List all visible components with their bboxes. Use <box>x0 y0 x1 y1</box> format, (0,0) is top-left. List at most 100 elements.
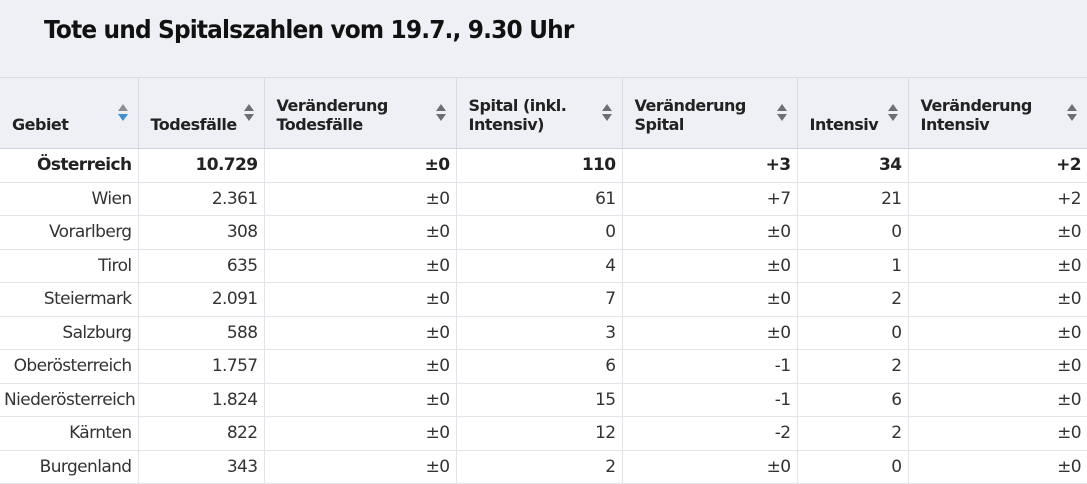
sort-icon[interactable] <box>243 104 254 122</box>
value-cell: ±0 <box>263 215 456 250</box>
value-cell: ±0 <box>907 416 1087 451</box>
value-cell: ±0 <box>907 215 1087 250</box>
region-cell: Steiermark <box>0 282 138 317</box>
value-cell: 2.091 <box>137 282 264 317</box>
value-cell: -2 <box>621 416 797 451</box>
table-row: Steiermark 2.091 ±0 7 ±0 2 ±0 <box>0 282 1087 317</box>
column-header-label: Todesfälle <box>150 115 238 134</box>
value-cell: 0 <box>455 215 622 250</box>
value-cell: -1 <box>621 349 797 384</box>
value-cell: ±0 <box>263 450 456 484</box>
column-header-label: Veränderung Todesfälle <box>276 96 389 134</box>
page-title: Tote und Spitalszahlen vom 19.7., 9.30 U… <box>44 15 574 44</box>
data-table: Gebiet Todesfälle Veränderung Todesfälle Sp… <box>0 77 1087 484</box>
title-bar: Tote und Spitalszahlen vom 19.7., 9.30 U… <box>0 0 1087 77</box>
value-cell: ±0 <box>907 450 1087 484</box>
sort-icon[interactable] <box>776 104 787 122</box>
column-header-label: Veränderung Intensiv <box>920 96 1033 134</box>
column-header-3[interactable]: Spital (inkl. Intensiv) <box>455 77 622 149</box>
region-cell: Salzburg <box>0 316 138 350</box>
column-header-label: Intensiv <box>809 115 879 134</box>
value-cell: +2 <box>907 182 1087 216</box>
region-cell: Niederösterreich <box>0 383 138 417</box>
region-cell: Wien <box>0 182 138 216</box>
value-cell: 2 <box>796 416 908 451</box>
value-cell: ±0 <box>621 215 797 250</box>
value-cell: 0 <box>796 316 908 350</box>
sort-icon[interactable] <box>117 104 128 122</box>
sort-icon[interactable] <box>887 104 898 122</box>
region-cell: Burgenland <box>0 450 138 484</box>
sort-icon[interactable] <box>1067 104 1077 122</box>
value-cell: 7 <box>455 282 622 317</box>
table-header: Gebiet Todesfälle Veränderung Todesfälle Sp… <box>0 77 1087 149</box>
value-cell: 588 <box>137 316 264 350</box>
value-cell: 12 <box>455 416 622 451</box>
sort-icon[interactable] <box>435 104 446 122</box>
column-header-0[interactable]: Gebiet <box>0 77 138 149</box>
column-header-5[interactable]: Intensiv <box>796 77 908 149</box>
value-cell: ±0 <box>263 182 456 216</box>
value-cell: 2 <box>455 450 622 484</box>
value-cell: 3 <box>455 316 622 350</box>
value-cell: 21 <box>796 182 908 216</box>
value-cell: 308 <box>137 215 264 250</box>
value-cell: 1 <box>796 249 908 283</box>
value-cell: 2.361 <box>137 182 264 216</box>
value-cell: 110 <box>455 148 622 183</box>
table-row: Niederösterreich 1.824 ±0 15 -1 6 ±0 <box>0 383 1087 417</box>
value-cell: 2 <box>796 349 908 384</box>
value-cell: ±0 <box>621 282 797 317</box>
value-cell: 1.757 <box>137 349 264 384</box>
value-cell: ±0 <box>621 316 797 350</box>
value-cell: 6 <box>796 383 908 417</box>
table-row: Wien 2.361 ±0 61 +7 21 +2 <box>0 182 1087 216</box>
value-cell: -1 <box>621 383 797 417</box>
value-cell: +7 <box>621 182 797 216</box>
value-cell: ±0 <box>263 282 456 317</box>
region-cell: Vorarlberg <box>0 215 138 250</box>
table-row: Kärnten 822 ±0 12 -2 2 ±0 <box>0 416 1087 451</box>
value-cell: 0 <box>796 215 908 250</box>
header-row: Gebiet Todesfälle Veränderung Todesfälle Sp… <box>0 77 1087 149</box>
value-cell: ±0 <box>907 249 1087 283</box>
region-cell: Kärnten <box>0 416 138 451</box>
value-cell: ±0 <box>907 383 1087 417</box>
value-cell: 10.729 <box>137 148 264 183</box>
value-cell: ±0 <box>907 349 1087 384</box>
value-cell: ±0 <box>263 416 456 451</box>
column-header-1[interactable]: Todesfälle <box>137 77 264 149</box>
value-cell: 2 <box>796 282 908 317</box>
value-cell: ±0 <box>263 383 456 417</box>
column-header-6[interactable]: Veränderung Intensiv <box>907 77 1087 149</box>
table-row: Burgenland 343 ±0 2 ±0 0 ±0 <box>0 450 1087 484</box>
table-row: Tirol 635 ±0 4 ±0 1 ±0 <box>0 249 1087 283</box>
value-cell: 343 <box>137 450 264 484</box>
table-row: Österreich 10.729 ±0 110 +3 34 +2 <box>0 148 1087 183</box>
value-cell: ±0 <box>263 249 456 283</box>
sort-icon[interactable] <box>601 104 612 122</box>
region-cell: Oberösterreich <box>0 349 138 384</box>
value-cell: 61 <box>455 182 622 216</box>
column-header-label: Gebiet <box>12 115 69 134</box>
table-row: Vorarlberg 308 ±0 0 ±0 0 ±0 <box>0 215 1087 250</box>
value-cell: +2 <box>907 148 1087 183</box>
value-cell: 15 <box>455 383 622 417</box>
value-cell: ±0 <box>263 316 456 350</box>
table-row: Oberösterreich 1.757 ±0 6 -1 2 ±0 <box>0 349 1087 384</box>
value-cell: 0 <box>796 450 908 484</box>
value-cell: ±0 <box>621 249 797 283</box>
value-cell: 822 <box>137 416 264 451</box>
value-cell: ±0 <box>621 450 797 484</box>
column-header-4[interactable]: Veränderung Spital <box>621 77 797 149</box>
column-header-2[interactable]: Veränderung Todesfälle <box>263 77 456 149</box>
column-header-label: Veränderung Spital <box>634 96 747 134</box>
value-cell: 1.824 <box>137 383 264 417</box>
value-cell: 6 <box>455 349 622 384</box>
region-cell: Tirol <box>0 249 138 283</box>
value-cell: ±0 <box>907 282 1087 317</box>
table-row: Salzburg 588 ±0 3 ±0 0 ±0 <box>0 316 1087 350</box>
value-cell: ±0 <box>263 349 456 384</box>
value-cell: 34 <box>796 148 908 183</box>
column-header-label: Spital (inkl. Intensiv) <box>468 96 567 134</box>
